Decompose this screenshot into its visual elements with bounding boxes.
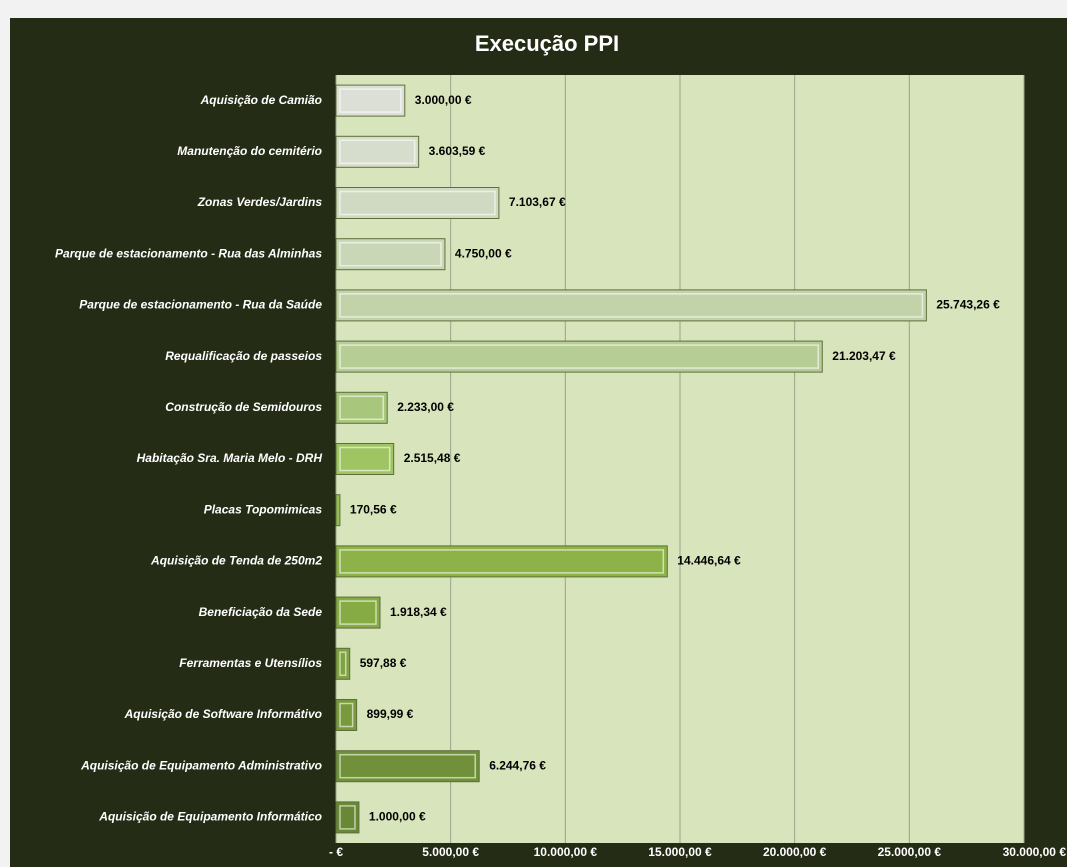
bar-bevel — [339, 805, 356, 830]
x-tick-label: 5.000,00 € — [422, 845, 479, 859]
y-tick-label: Habitação Sra. Maria Melo - DRH — [137, 451, 323, 465]
y-tick-label: Manutenção do cemitério — [177, 144, 322, 158]
x-tick-label: 20.000,00 € — [763, 845, 827, 859]
y-tick-label: Placas Topomimicas — [204, 502, 323, 516]
y-tick-label: Requalificação de passeios — [165, 349, 322, 363]
x-tick-label: 30.000,00 € — [1003, 845, 1067, 859]
value-label: 899,99 € — [367, 707, 414, 721]
bar — [335, 801, 360, 834]
bar-bevel — [339, 139, 416, 165]
y-tick-label: Aquisição de Equipamento Administrativo — [80, 758, 322, 772]
value-label: 2.233,00 € — [397, 400, 454, 414]
bar-bevel — [339, 241, 442, 267]
bar-bevel — [339, 446, 391, 472]
value-label: 170,56 € — [350, 502, 397, 516]
y-tick-label: Aquisição de Camião — [200, 93, 322, 107]
bar — [335, 238, 446, 271]
bar — [335, 443, 395, 475]
value-label: 21.203,47 € — [832, 349, 896, 363]
bar-bevel — [339, 395, 384, 421]
bar — [335, 750, 480, 783]
y-tick-label: Aquisição de Tenda de 250m2 — [150, 554, 322, 568]
bar-bevel — [339, 344, 820, 369]
bar-bevel — [339, 702, 354, 728]
value-label: 25.743,26 € — [936, 298, 1000, 312]
value-label: 1.000,00 € — [369, 810, 426, 824]
y-tick-label: Aquisição de Equipamento Informático — [98, 810, 322, 824]
chart-title: Execução PPI — [475, 31, 619, 56]
bar — [335, 289, 927, 322]
bar — [335, 84, 406, 117]
value-label: 14.446,64 € — [677, 554, 741, 568]
bar — [335, 187, 500, 219]
value-label: 6.244,76 € — [489, 758, 546, 772]
x-tick-label: 15.000,00 € — [648, 845, 712, 859]
x-tick-label: - € — [329, 845, 343, 859]
bar — [335, 545, 668, 578]
y-tick-label: Aquisição de Software Informátivo — [124, 707, 322, 721]
x-tick-label: 10.000,00 € — [534, 845, 598, 859]
x-tick-label: 25.000,00 € — [878, 845, 942, 859]
bar — [335, 135, 420, 168]
value-label: 3.000,00 € — [415, 93, 472, 107]
bar-bevel — [339, 88, 402, 113]
value-label: 1.918,34 € — [390, 605, 447, 619]
y-tick-label: Beneficiação da Sede — [199, 605, 323, 619]
bar-bevel — [339, 190, 496, 216]
value-label: 4.750,00 € — [455, 246, 512, 260]
bar — [335, 494, 341, 527]
y-tick-label: Zonas Verdes/Jardins — [197, 195, 323, 209]
bar — [335, 391, 388, 424]
bar-bevel — [339, 753, 476, 779]
bar — [335, 596, 381, 629]
bar-bevel — [339, 651, 347, 677]
y-tick-label: Parque de estacionamento - Rua das Almin… — [55, 246, 322, 260]
bar-bevel — [339, 293, 924, 318]
value-label: 597,88 € — [360, 656, 407, 670]
value-label: 7.103,67 € — [509, 195, 566, 209]
bar-bevel — [339, 600, 377, 625]
bar — [335, 340, 823, 373]
bar-bevel — [339, 549, 665, 574]
bar — [335, 699, 358, 731]
y-tick-label: Ferramentas e Utensílios — [179, 656, 322, 670]
value-label: 2.515,48 € — [404, 451, 461, 465]
value-label: 3.603,59 € — [429, 144, 486, 158]
y-tick-label: Construção de Semidouros — [165, 400, 322, 414]
y-tick-label: Parque de estacionamento - Rua da Saúde — [79, 298, 322, 312]
